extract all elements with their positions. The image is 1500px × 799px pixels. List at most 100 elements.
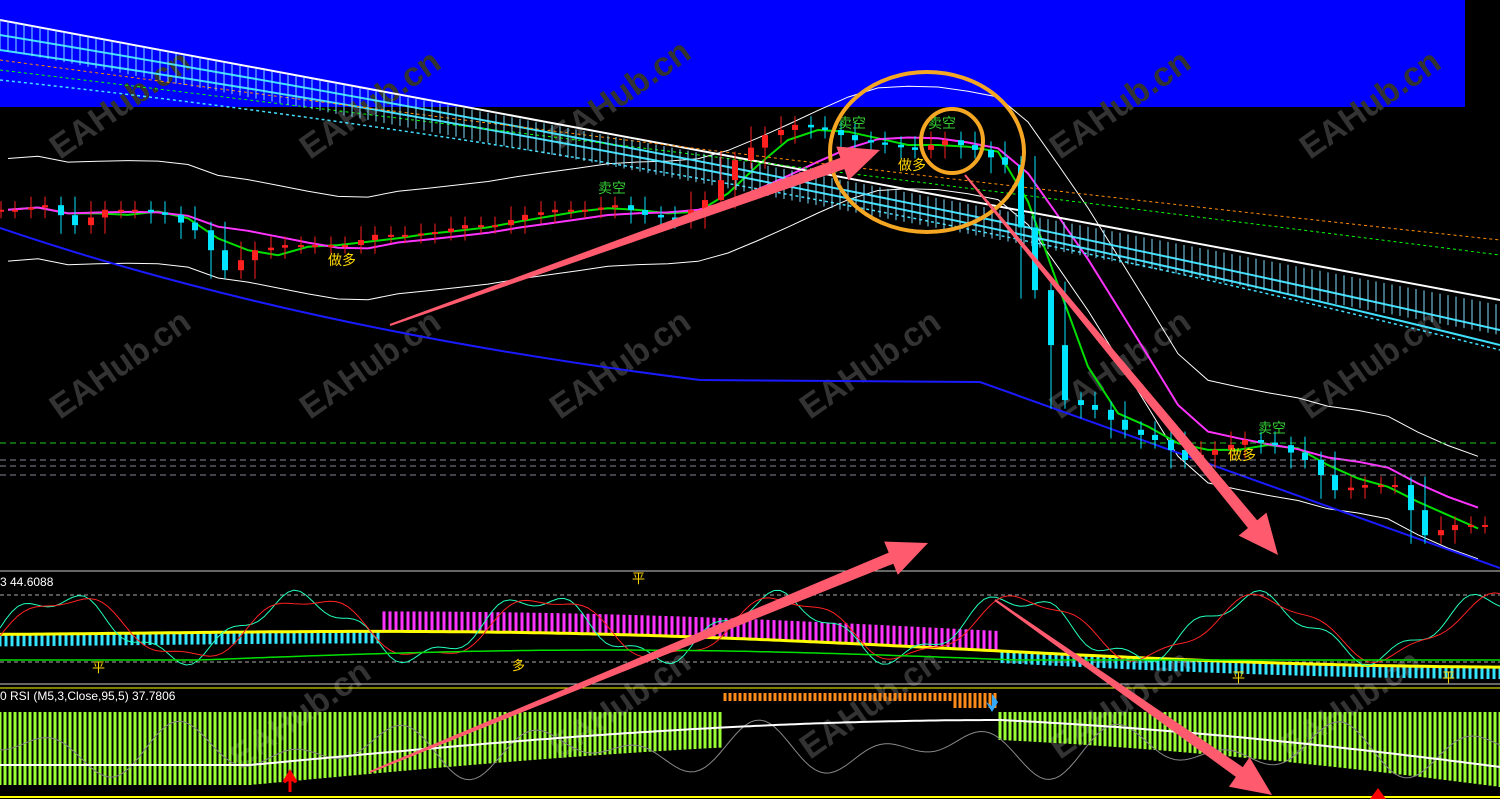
watermark-text: EAHub.cn <box>293 302 448 426</box>
watermark-text: EAHub.cn <box>793 302 948 426</box>
header-band <box>0 0 1465 107</box>
candle-body <box>912 147 918 150</box>
candle-body <box>748 147 754 161</box>
candle-body <box>958 140 964 146</box>
candle-body <box>478 225 484 228</box>
trend-ribbon-line <box>0 69 1500 256</box>
candle-body <box>792 124 798 130</box>
candle-body <box>118 209 124 212</box>
candle-body <box>1018 164 1024 228</box>
candle-body <box>612 205 618 208</box>
candle-body <box>162 212 168 215</box>
candle-body <box>1228 444 1234 450</box>
candle-body <box>582 209 588 212</box>
watermark-text: EAHub.cn <box>43 302 198 426</box>
signal-label: 卖空 <box>598 181 626 197</box>
candle-body <box>1062 345 1068 401</box>
candle-body <box>1258 440 1264 443</box>
candle-body <box>762 135 768 148</box>
candle-body <box>1182 450 1188 460</box>
candle-body <box>928 145 934 150</box>
oscillator-label: 3 44.6088 <box>0 575 54 589</box>
candle-body <box>252 250 258 261</box>
annotation-arrow <box>994 599 1272 795</box>
osc-slow-line <box>0 592 1500 664</box>
candle-body <box>342 245 348 248</box>
candle-body <box>522 214 528 221</box>
candle-body <box>492 225 498 228</box>
candle-body <box>852 135 858 141</box>
sell-arrow-icon <box>986 694 998 712</box>
candle-body <box>1288 445 1294 453</box>
candle-body <box>718 180 724 201</box>
trend-ribbon-line <box>0 49 1500 346</box>
annotation-circle <box>828 70 1026 234</box>
candle-body <box>72 215 78 226</box>
candle-body <box>1122 419 1128 430</box>
candle-body <box>628 205 634 211</box>
candle-body <box>808 124 814 128</box>
candle-body <box>268 247 274 251</box>
osc-mark: 平 <box>632 572 645 587</box>
candle-body <box>462 225 468 229</box>
buy-arrow-icon <box>282 769 298 792</box>
candle-body <box>102 209 108 218</box>
rsi-label: 0 RSI (M5,3,Close,95,5) 37.7806 <box>0 689 176 703</box>
candle-body <box>1272 442 1278 446</box>
candle-body <box>208 230 214 251</box>
candle-body <box>598 207 604 210</box>
candle-body <box>1438 530 1444 536</box>
osc-trend-line <box>0 649 1500 661</box>
candle-body <box>1482 524 1488 527</box>
candle-body <box>42 205 48 208</box>
signal-label: 卖空 <box>928 116 956 132</box>
candle-body <box>898 144 904 148</box>
candle-body <box>732 160 738 181</box>
candle-body <box>1152 434 1158 441</box>
candle-body <box>1092 404 1098 410</box>
candle-body <box>1138 429 1144 435</box>
candle-body <box>1392 485 1398 488</box>
signal-label: 卖空 <box>838 116 866 132</box>
candle-body <box>822 127 828 130</box>
candle-body <box>1378 485 1384 488</box>
watermark-text: EAHub.cn <box>543 302 698 426</box>
candle-body <box>358 239 364 246</box>
candle-body <box>192 222 198 231</box>
candle-body <box>0 209 4 212</box>
candle-body <box>882 142 888 145</box>
candle-body <box>178 214 184 223</box>
candle-body <box>328 245 334 248</box>
candle-body <box>372 234 378 240</box>
osc-mark: 平 <box>92 661 105 676</box>
candle-body <box>538 212 544 215</box>
trend-ribbon-line <box>0 59 1500 241</box>
annotation-arrow <box>369 541 928 773</box>
candle-body <box>988 149 994 158</box>
rsi-panel <box>0 693 1500 799</box>
candle-body <box>1242 440 1248 445</box>
lower-bollinger-band <box>7 188 1479 560</box>
candle-body <box>702 200 708 211</box>
trend-ribbon-line <box>0 79 1500 351</box>
osc-signal-line <box>0 629 1500 669</box>
candle-body <box>778 129 784 136</box>
candle-body <box>1108 409 1114 420</box>
upper-bollinger-band <box>7 85 1479 457</box>
annotation-circle <box>919 107 985 175</box>
annotation-arrow <box>964 174 1278 555</box>
fast-ma-line <box>7 128 1479 530</box>
mid-ma-line <box>7 136 1479 509</box>
candle-body <box>418 233 424 236</box>
candle-body <box>1362 485 1368 488</box>
candle-body <box>642 210 648 215</box>
candle-body <box>12 209 18 212</box>
signal-label: 卖空 <box>1258 421 1286 437</box>
candle-body <box>58 205 64 216</box>
watermark-text: EAHub.cn <box>1293 302 1448 426</box>
indicator-lines <box>0 19 1500 569</box>
candle-body <box>1408 485 1414 511</box>
candle-body <box>1332 475 1338 491</box>
candle-body <box>298 245 304 248</box>
